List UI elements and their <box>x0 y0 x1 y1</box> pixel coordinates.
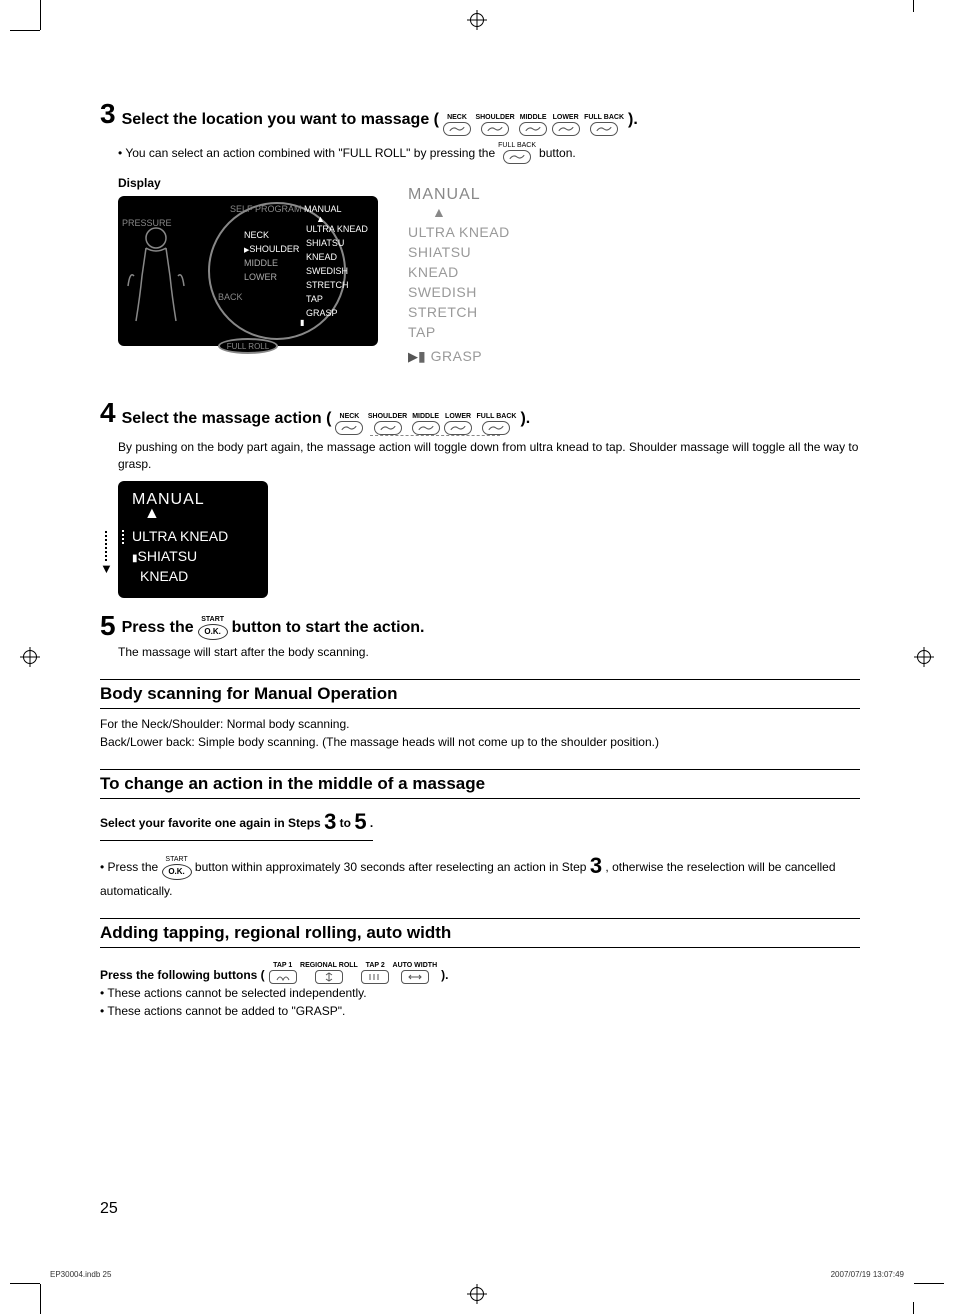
footer-file: EP30004.indb 25 <box>50 1270 111 1279</box>
step-number: 3 <box>100 100 116 128</box>
manual-menu-item: STRETCH <box>408 304 510 320</box>
page-content: 3 Select the location you want to massag… <box>100 100 860 1218</box>
location-button-icon: FULL BACK <box>584 114 624 136</box>
registration-mark-icon <box>914 647 934 667</box>
manual-menu-item: KNEAD <box>408 264 510 280</box>
change-action-instruction: Select your favorite one again in Steps … <box>100 805 373 841</box>
step-title: Select the massage action ( NECK SHOULDE… <box>122 399 531 435</box>
location-button-icon: MIDDLE <box>519 114 547 136</box>
location-button-icon: LOWER <box>552 114 580 136</box>
location-button-icon: NECK <box>443 114 471 136</box>
dark-manual-item: ▮SHIATSU <box>132 548 254 564</box>
crop-mark <box>40 1284 41 1314</box>
footer-timestamp: 2007/07/19 13:07:49 <box>831 1270 904 1279</box>
step-4-body: By pushing on the body part again, the m… <box>118 439 860 473</box>
location-button-icon: MIDDLE <box>412 413 440 435</box>
manual-menu-list: MANUAL ▲ ULTRA KNEADSHIATSUKNEADSWEDISHS… <box>408 186 510 369</box>
action-button-icon: TAP 1 <box>269 962 297 984</box>
step-3-note: • You can select an action combined with… <box>118 142 860 164</box>
change-action-note: • Press the START O.K. button within app… <box>100 849 860 900</box>
manual-dark-panel: MANUAL ▲ ULTRA KNEAD▮SHIATSUKNEAD ▼ <box>118 481 268 599</box>
step-title: Select the location you want to massage … <box>122 100 638 136</box>
ok-button-icon: START O.K. <box>162 856 192 880</box>
full-back-button-icon: FULL BACK <box>498 142 536 164</box>
lcd-panel: SELF PROGRAM MANUAL ▲ PRESSURE NECK▶SHOU… <box>118 196 378 346</box>
manual-menu-item: SHIATSU <box>408 244 510 260</box>
manual-menu-item: ULTRA KNEAD <box>408 224 510 240</box>
registration-mark-icon <box>467 1284 487 1304</box>
action-button-icon: TAP 2 <box>361 962 389 984</box>
step-number: 5 <box>100 612 116 640</box>
page-number: 25 <box>100 1200 860 1218</box>
location-button-icon: SHOULDER <box>368 413 407 435</box>
crop-mark <box>914 1283 944 1284</box>
print-footer: EP30004.indb 25 2007/07/19 13:07:49 <box>50 1270 904 1279</box>
location-button-icon: SHOULDER <box>475 114 514 136</box>
crop-mark <box>10 30 40 31</box>
action-button-icon: REGIONAL ROLL <box>300 962 358 984</box>
ok-button-icon: START O.K. <box>198 616 228 640</box>
display-label: Display <box>118 176 378 190</box>
registration-mark-icon <box>20 647 40 667</box>
display-diagram: Display SELF PROGRAM MANUAL ▲ PRESSURE N… <box>118 176 860 369</box>
dark-manual-item: KNEAD <box>140 568 254 584</box>
location-button-icon: NECK <box>335 413 363 435</box>
full-roll-label: FULL ROLL <box>218 338 278 354</box>
step-title: Press the START O.K. button to start the… <box>122 612 425 640</box>
step-5: 5 Press the START O.K. button to start t… <box>100 612 860 640</box>
step-3: 3 Select the location you want to massag… <box>100 100 860 136</box>
registration-mark-icon <box>467 10 487 30</box>
body-outline-icon <box>126 226 186 326</box>
action-button-icon: AUTO WIDTH <box>393 962 438 984</box>
section-change-action: To change an action in the middle of a m… <box>100 769 860 799</box>
crop-mark <box>10 1283 40 1284</box>
manual-menu-item: TAP <box>408 324 510 340</box>
location-button-icon: LOWER <box>444 413 472 435</box>
crop-mark <box>913 0 914 12</box>
section-body-scanning: Body scanning for Manual Operation <box>100 679 860 709</box>
section-adding: Adding tapping, regional rolling, auto w… <box>100 918 860 948</box>
location-button-icon: FULL BACK <box>477 413 517 435</box>
step-number: 4 <box>100 399 116 427</box>
dark-manual-item: ULTRA KNEAD <box>122 528 254 544</box>
step-4: 4 Select the massage action ( NECK SHOUL… <box>100 399 860 435</box>
crop-mark <box>40 0 41 30</box>
crop-mark <box>913 1302 914 1314</box>
manual-menu-item: SWEDISH <box>408 284 510 300</box>
manual-menu-item: ▮ GRASP <box>418 348 482 365</box>
adding-instruction: Press the following buttons ( TAP 1 REGI… <box>100 954 860 984</box>
step-5-body: The massage will start after the body sc… <box>118 644 860 661</box>
